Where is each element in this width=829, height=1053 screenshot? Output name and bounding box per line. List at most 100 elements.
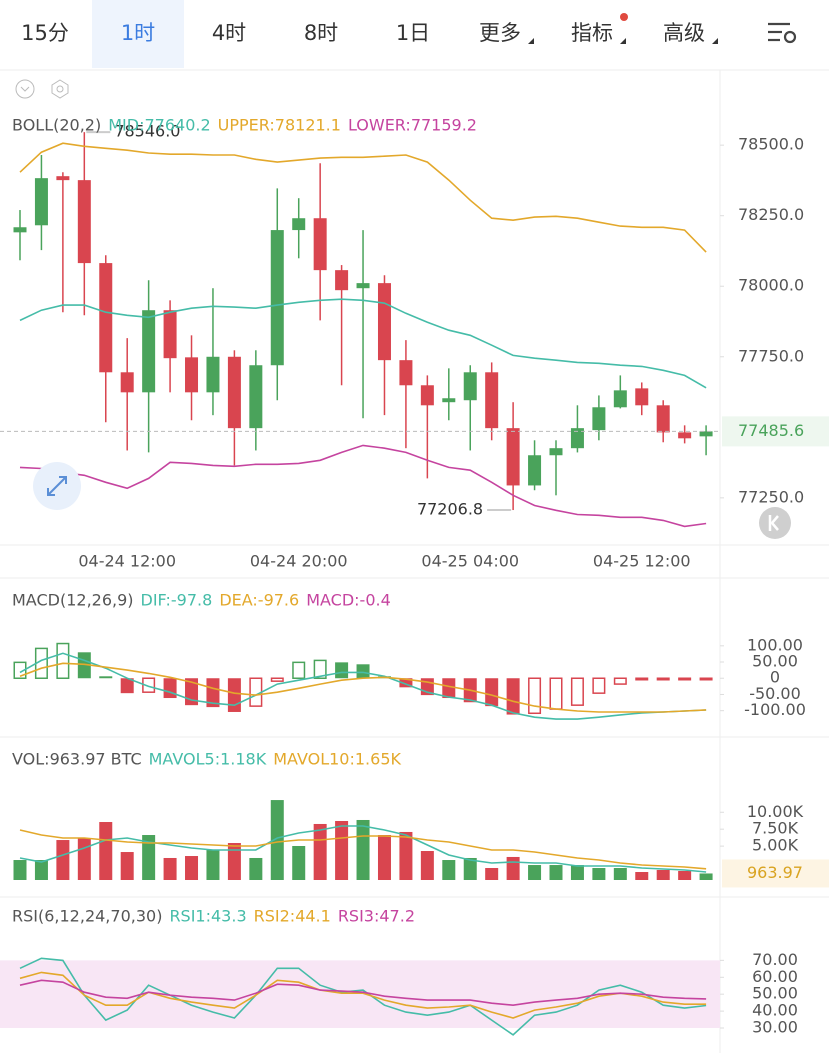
gear-icon[interactable]	[51, 79, 69, 99]
expand-icon	[47, 476, 67, 496]
volume-bar	[163, 857, 177, 880]
candle-body	[185, 357, 199, 393]
dropdown-caret	[620, 38, 626, 44]
macd-bar	[270, 677, 284, 682]
volume-bar	[313, 823, 327, 880]
legend-entry: RSI(6,12,24,70,30)	[12, 907, 162, 926]
legend-entry: BOLL(20,2)	[12, 116, 101, 135]
macd-bar	[699, 677, 713, 681]
volume-bar	[34, 860, 48, 880]
macd-bar	[356, 664, 370, 679]
tab[interactable]: 1日	[396, 21, 430, 45]
legend-entry: MAVOL5:1.18K	[149, 750, 267, 769]
volume-bar	[549, 865, 563, 880]
y-tick-label: 10.00K	[747, 802, 804, 821]
legend-entry: UPPER:78121.1	[218, 116, 341, 135]
candle-body	[592, 407, 606, 431]
macd-bar	[635, 677, 649, 681]
y-tick-label: 78250.0	[738, 205, 804, 224]
candle-body	[77, 180, 91, 264]
macd-bar	[292, 661, 306, 679]
y-tick-label: -100.00	[744, 700, 806, 719]
candle-body	[249, 365, 263, 429]
legend-entry: RSI1:43.3	[169, 907, 246, 926]
y-tick-label: 0	[770, 668, 780, 687]
legend-entry: RSI3:47.2	[338, 907, 415, 926]
volume-bar	[463, 857, 477, 880]
volume-bar	[142, 835, 156, 880]
y-tick-label: 60.00	[752, 967, 798, 986]
last-volume-box	[722, 859, 829, 888]
candle-body	[420, 385, 434, 406]
tab[interactable]: 1时	[121, 21, 155, 45]
candle-body	[313, 218, 327, 271]
candle-body	[120, 372, 134, 393]
volume-bar	[56, 840, 70, 880]
dropdown-caret	[712, 38, 718, 44]
y-tick-label: 78000.0	[738, 276, 804, 295]
scroll-end-button[interactable]	[759, 507, 791, 539]
legend-entry: MAVOL10:1.65K	[273, 750, 401, 769]
extreme-label: 78546.0	[114, 122, 180, 141]
tab[interactable]: 15分	[21, 21, 69, 45]
macd-bar	[163, 678, 177, 699]
legend-entry: MACD(12,26,9)	[12, 591, 134, 610]
volume-bar	[185, 856, 199, 880]
volume-bar	[77, 838, 91, 880]
volume-bar	[635, 872, 649, 880]
volume-bar	[570, 865, 584, 880]
y-tick-label: 40.00	[752, 1001, 798, 1020]
x-tick-label: 04-24 12:00	[78, 552, 176, 571]
indicator-line	[19, 298, 707, 389]
candle-body	[34, 178, 48, 226]
settings-icon[interactable]	[768, 22, 797, 44]
y-tick-label: 7.50K	[752, 819, 799, 838]
y-tick-label: 70.00	[752, 950, 798, 969]
candle-body	[142, 310, 156, 393]
volume-bar	[335, 820, 349, 880]
candle-body	[56, 176, 70, 181]
candle-body	[635, 388, 649, 406]
indicator-line	[19, 825, 707, 873]
candle-body	[13, 227, 27, 233]
macd-bar	[120, 678, 134, 694]
tab[interactable]: 高级	[663, 21, 705, 45]
tab-bar: 15分 1时 4时 8时 1日 更多 指标 高级	[21, 0, 705, 68]
macd-bar	[678, 677, 692, 681]
volume-bar	[699, 873, 713, 880]
indicator-line	[19, 829, 707, 870]
y-tick-label: 30.00	[752, 1018, 798, 1037]
macd-bar	[506, 678, 520, 715]
volume-bar	[485, 868, 499, 880]
tab[interactable]: 4时	[212, 21, 246, 45]
extreme-label: 77206.8	[417, 500, 483, 519]
macd-bar	[613, 677, 627, 685]
volume-bar	[656, 869, 670, 880]
dropdown-caret	[528, 38, 534, 44]
x-tick-label: 04-24 20:00	[250, 552, 348, 571]
volume-bar	[399, 831, 413, 880]
collapse-icon[interactable]	[15, 79, 35, 99]
volume-bar	[420, 851, 434, 880]
tab[interactable]: 指标	[571, 21, 613, 45]
volume-bar	[528, 865, 542, 880]
candle-body	[163, 310, 177, 359]
volume-bar	[292, 845, 306, 880]
plot: 78500.0 78250.0 78000.0 77750.0 77250.0 04-24…	[0, 116, 829, 1037]
candle-body	[356, 283, 370, 289]
candle-body	[377, 283, 391, 361]
macd-bar	[592, 677, 606, 694]
macd-bar	[335, 662, 349, 679]
candle-body	[678, 432, 692, 439]
macd-bar	[99, 676, 113, 679]
tab[interactable]: 更多	[479, 21, 521, 45]
candle-body	[335, 270, 349, 291]
macd-bar	[656, 677, 670, 681]
volume-bar	[206, 849, 220, 880]
volume-bar	[270, 800, 284, 880]
volume-bar	[678, 870, 692, 880]
tab[interactable]: 8时	[304, 21, 338, 45]
volume-bar	[227, 843, 241, 880]
indicator-line	[19, 979, 707, 1007]
